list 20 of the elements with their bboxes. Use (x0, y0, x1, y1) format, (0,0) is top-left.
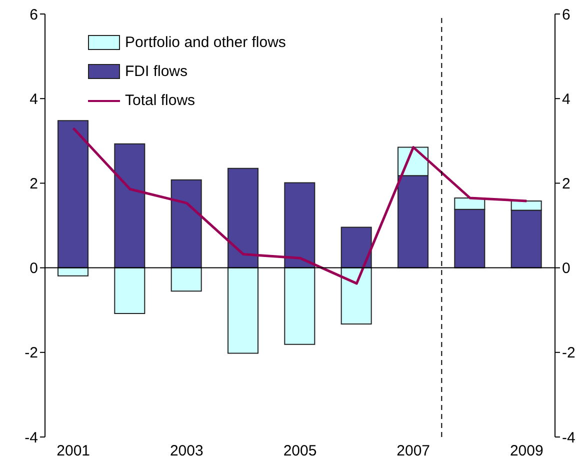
y-tick-label: -2 (24, 344, 38, 362)
y-tick-label: 2 (30, 176, 38, 193)
y-tick-label: 0 (30, 260, 38, 278)
legend-label: FDI flows (125, 63, 188, 80)
x-tick-label: 2003 (170, 442, 204, 460)
y2-tick-label: 4 (562, 90, 570, 108)
y2-tick-label: 0 (562, 260, 570, 278)
y-tick-label: 6 (30, 6, 38, 24)
y2-tick-label: -2 (562, 344, 576, 362)
x-tick-label: 2001 (56, 442, 90, 460)
y-tick-label: 4 (30, 90, 38, 108)
legend-label: Portfolio and other flows (125, 34, 286, 51)
legend-label: Total flows (125, 92, 196, 109)
y2-tick-label: 2 (562, 176, 570, 193)
y-tick-label: -4 (24, 429, 38, 446)
y2-tick-label: -4 (562, 429, 576, 446)
x-tick-label: 2009 (510, 442, 544, 460)
x-tick-label: 2005 (283, 442, 317, 460)
x-tick-label: 2007 (396, 442, 430, 460)
y2-tick-label: 6 (562, 6, 570, 24)
